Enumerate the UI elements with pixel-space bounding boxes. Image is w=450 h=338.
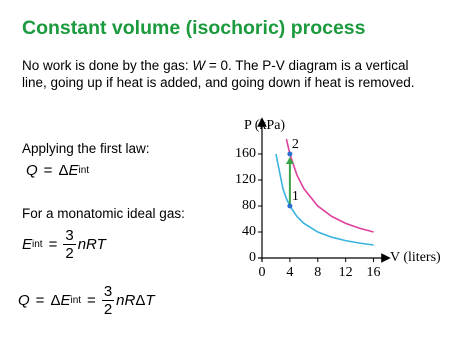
state-label: 2 [292,137,299,152]
symbol: W [192,58,206,73]
numerator: 3 [63,227,76,245]
label: For a monatomic ideal gas: [22,206,185,221]
x-tick-label: 4 [286,265,293,280]
operator: = [35,292,45,309]
operator: = [87,292,96,309]
symbol: Δ [58,162,69,179]
symbol: Δ [50,292,61,309]
symbol: Q [18,292,30,309]
x-tick-label: 8 [314,265,321,280]
isotherm [275,153,374,246]
symbol: T [145,292,155,309]
x-tick-label: 16 [367,265,381,280]
symbol: E [22,236,33,253]
intro-text: No work is done by the gas: W = 0. The P… [22,57,432,91]
symbol: nR [116,292,136,309]
symbol: Δ [135,292,146,309]
isotherm [285,138,374,233]
denominator: 2 [65,245,74,262]
subscript: int [32,239,43,250]
y-tick-label: 120 [235,172,256,187]
y-tick-label: 0 [249,250,256,265]
text: No work is done by the gas: [22,58,193,73]
subscript: int [78,165,90,176]
numerator: 3 [101,283,115,301]
arrow-head [285,157,294,164]
label: Applying the first law: [22,141,150,156]
x-tick-label: 0 [259,265,266,280]
symbol: E [60,292,71,309]
operator: = [43,162,53,179]
y-tick-label: 80 [242,198,256,213]
denominator: 2 [103,301,113,318]
subscript: int [70,295,82,306]
y-axis-label: P (kPa) [244,118,285,133]
y-tick-label: 40 [242,224,256,239]
symbol: Q [26,162,38,179]
state-point [287,203,293,209]
text: = 0. The P-V diagram is a vertical line,… [22,58,415,90]
title: Constant volume (isochoric) process [22,17,366,39]
symbol: E [68,162,79,179]
state-label: 1 [292,189,299,204]
state-point [287,151,293,157]
y-tick-label: 160 [235,146,256,161]
symbol: nRT [77,236,106,253]
x-axis-label: V (liters) [390,250,441,265]
x-tick-label: 12 [339,265,353,280]
operator: = [48,236,58,253]
